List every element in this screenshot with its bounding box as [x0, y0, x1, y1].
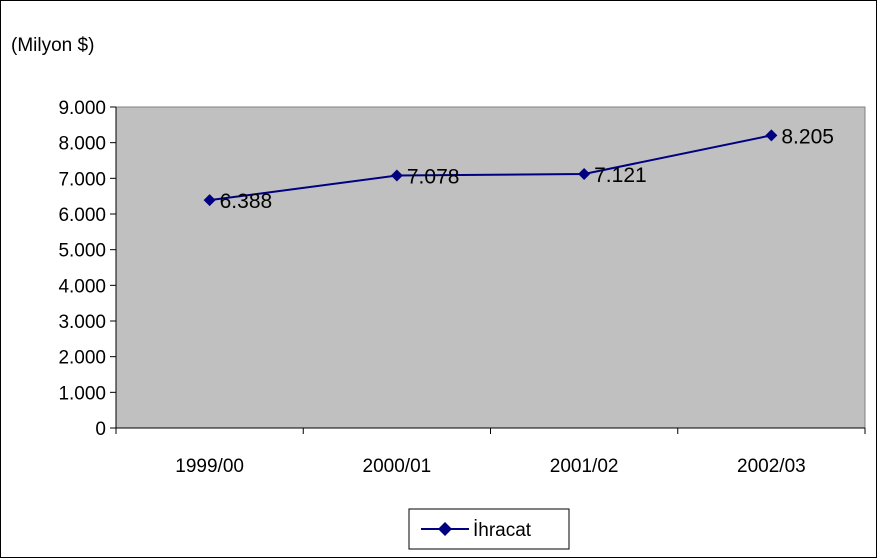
legend: İhracat [408, 508, 570, 550]
series-line [209, 134, 772, 202]
data-label: 6.388 [220, 190, 273, 213]
y-tick-label: 4.000 [58, 276, 106, 297]
y-tick-label: 5.000 [58, 241, 106, 262]
data-point [578, 168, 591, 181]
y-tick-label: 9.000 [58, 98, 106, 119]
y-tick-label: 7.000 [58, 169, 106, 190]
data-label: 7.121 [594, 164, 647, 187]
y-tick-label: 2.000 [58, 348, 106, 369]
data-point [390, 169, 403, 182]
y-tick-label: 3.000 [58, 312, 106, 333]
x-tick-label: 2000/01 [363, 456, 432, 477]
x-tick-label: 1999/00 [175, 456, 244, 477]
series-layer: 6.388 7.078 7.121 8.205 [203, 125, 834, 213]
x-tick-label: 2001/02 [550, 456, 619, 477]
plot-area [115, 106, 866, 429]
legend-series-marker [438, 522, 452, 536]
data-label: 8.205 [781, 125, 834, 148]
y-tick-label: 1.000 [58, 383, 106, 404]
y-tick-label: 0 [95, 419, 106, 440]
legend-series-label: İhracat [473, 520, 532, 541]
data-label: 7.078 [407, 166, 460, 189]
data-point [765, 129, 778, 142]
y-tick-label: 8.000 [58, 134, 106, 155]
y-axis: 0 1.000 2.000 3.000 4.000 5.000 6.000 7.000 8.00… [58, 98, 117, 440]
x-axis: 1999/00 2000/01 2001/02 2002/03 [115, 427, 866, 477]
x-tick-label: 2002/03 [737, 456, 806, 477]
y-tick-label: 6.000 [58, 205, 106, 226]
data-point [203, 194, 216, 207]
unit-label: (Milyon $) [11, 35, 94, 56]
